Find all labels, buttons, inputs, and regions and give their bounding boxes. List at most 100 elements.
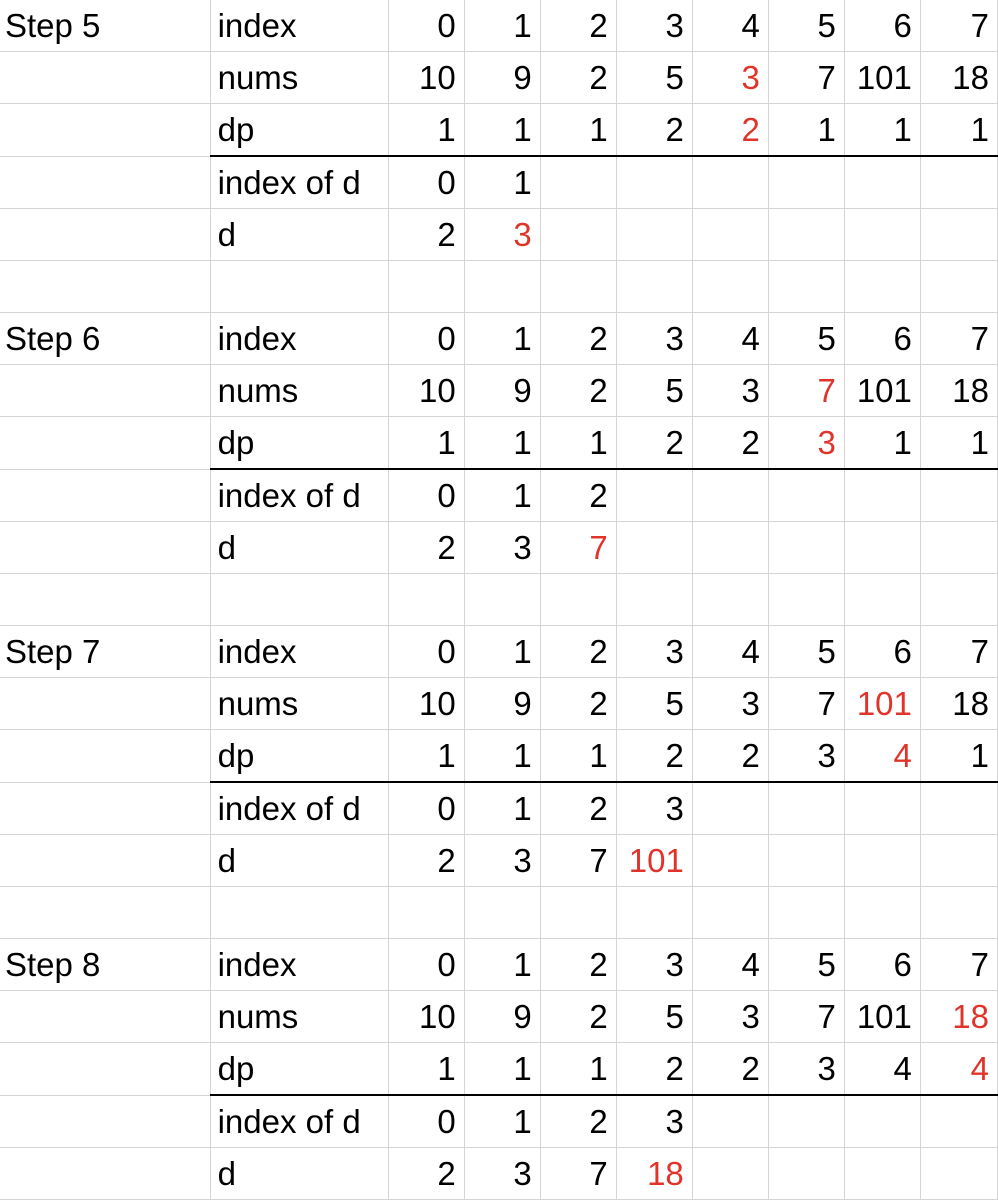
empty-cell[interactable] (0, 260, 211, 313)
empty-cell[interactable] (616, 260, 693, 313)
row-label[interactable]: d (210, 834, 389, 887)
value-cell[interactable] (920, 208, 998, 261)
value-cell[interactable]: 1 (464, 938, 541, 991)
value-cell[interactable]: 1 (844, 416, 921, 470)
value-cell[interactable]: 2 (540, 677, 617, 730)
empty-cell[interactable] (388, 886, 465, 939)
value-cell[interactable] (768, 782, 845, 835)
value-cell[interactable]: 1 (540, 416, 617, 470)
value-cell[interactable]: 2 (540, 782, 617, 835)
empty-cell[interactable] (0, 51, 211, 104)
value-cell[interactable]: 5 (768, 312, 845, 365)
value-cell[interactable]: 1 (540, 103, 617, 157)
value-cell[interactable]: 10 (388, 51, 465, 104)
value-cell[interactable]: 1 (464, 103, 541, 157)
value-cell[interactable]: 3 (464, 834, 541, 887)
value-cell[interactable]: 2 (540, 938, 617, 991)
empty-cell[interactable] (0, 103, 211, 157)
value-cell[interactable]: 2 (388, 1147, 465, 1200)
empty-cell[interactable] (616, 573, 693, 626)
value-cell[interactable] (768, 1095, 845, 1148)
empty-cell[interactable] (920, 260, 998, 313)
value-cell[interactable] (540, 156, 617, 209)
value-cell[interactable]: 0 (388, 156, 465, 209)
value-cell[interactable]: 1 (920, 416, 998, 470)
row-label[interactable]: index (210, 0, 389, 52)
empty-cell[interactable] (616, 886, 693, 939)
value-cell[interactable]: 5 (768, 625, 845, 678)
value-cell[interactable]: 3 (692, 364, 769, 417)
empty-cell[interactable] (844, 573, 921, 626)
empty-cell[interactable] (0, 521, 211, 574)
value-cell[interactable]: 3 (768, 416, 845, 470)
value-cell[interactable]: 2 (540, 990, 617, 1043)
row-label[interactable]: nums (210, 990, 389, 1043)
value-cell[interactable] (692, 156, 769, 209)
value-cell[interactable]: 7 (920, 0, 998, 52)
value-cell[interactable]: 1 (768, 103, 845, 157)
row-label[interactable]: dp (210, 103, 389, 157)
value-cell[interactable] (768, 521, 845, 574)
empty-cell[interactable] (0, 416, 211, 470)
value-cell[interactable]: 0 (388, 312, 465, 365)
row-label[interactable]: d (210, 521, 389, 574)
value-cell[interactable] (692, 782, 769, 835)
value-cell[interactable] (844, 1095, 921, 1148)
value-cell[interactable]: 1 (464, 416, 541, 470)
value-cell[interactable] (768, 208, 845, 261)
step-title[interactable]: Step 5 (0, 0, 211, 52)
value-cell[interactable]: 9 (464, 990, 541, 1043)
value-cell[interactable]: 1 (388, 729, 465, 783)
empty-cell[interactable] (920, 886, 998, 939)
value-cell[interactable]: 1 (388, 416, 465, 470)
value-cell[interactable]: 101 (844, 677, 921, 730)
empty-cell[interactable] (692, 573, 769, 626)
value-cell[interactable]: 1 (464, 729, 541, 783)
value-cell[interactable] (692, 521, 769, 574)
row-label[interactable]: dp (210, 729, 389, 783)
value-cell[interactable] (768, 469, 845, 522)
empty-cell[interactable] (464, 886, 541, 939)
value-cell[interactable] (844, 834, 921, 887)
value-cell[interactable]: 5 (768, 0, 845, 52)
value-cell[interactable]: 2 (540, 364, 617, 417)
value-cell[interactable]: 1 (464, 625, 541, 678)
empty-cell[interactable] (692, 260, 769, 313)
value-cell[interactable] (920, 1095, 998, 1148)
value-cell[interactable]: 1 (540, 1042, 617, 1096)
empty-cell[interactable] (0, 886, 211, 939)
value-cell[interactable] (692, 1095, 769, 1148)
value-cell[interactable] (920, 521, 998, 574)
value-cell[interactable]: 3 (768, 729, 845, 783)
value-cell[interactable] (768, 1147, 845, 1200)
value-cell[interactable]: 2 (616, 416, 693, 470)
value-cell[interactable]: 5 (616, 364, 693, 417)
empty-cell[interactable] (0, 364, 211, 417)
value-cell[interactable]: 3 (616, 782, 693, 835)
value-cell[interactable]: 0 (388, 469, 465, 522)
value-cell[interactable]: 6 (844, 0, 921, 52)
value-cell[interactable]: 3 (692, 990, 769, 1043)
value-cell[interactable]: 2 (388, 834, 465, 887)
value-cell[interactable]: 1 (464, 469, 541, 522)
value-cell[interactable] (692, 208, 769, 261)
value-cell[interactable]: 10 (388, 990, 465, 1043)
value-cell[interactable]: 18 (920, 51, 998, 104)
value-cell[interactable]: 101 (616, 834, 693, 887)
empty-cell[interactable] (768, 260, 845, 313)
empty-cell[interactable] (210, 260, 389, 313)
value-cell[interactable]: 3 (616, 938, 693, 991)
step-title[interactable]: Step 8 (0, 938, 211, 991)
value-cell[interactable]: 3 (464, 208, 541, 261)
row-label[interactable]: index (210, 625, 389, 678)
value-cell[interactable] (844, 521, 921, 574)
value-cell[interactable] (692, 834, 769, 887)
value-cell[interactable]: 2 (540, 51, 617, 104)
empty-cell[interactable] (0, 990, 211, 1043)
value-cell[interactable]: 1 (388, 103, 465, 157)
empty-cell[interactable] (0, 834, 211, 887)
row-label[interactable]: index (210, 312, 389, 365)
row-label[interactable]: d (210, 208, 389, 261)
value-cell[interactable]: 3 (616, 1095, 693, 1148)
value-cell[interactable]: 3 (616, 625, 693, 678)
